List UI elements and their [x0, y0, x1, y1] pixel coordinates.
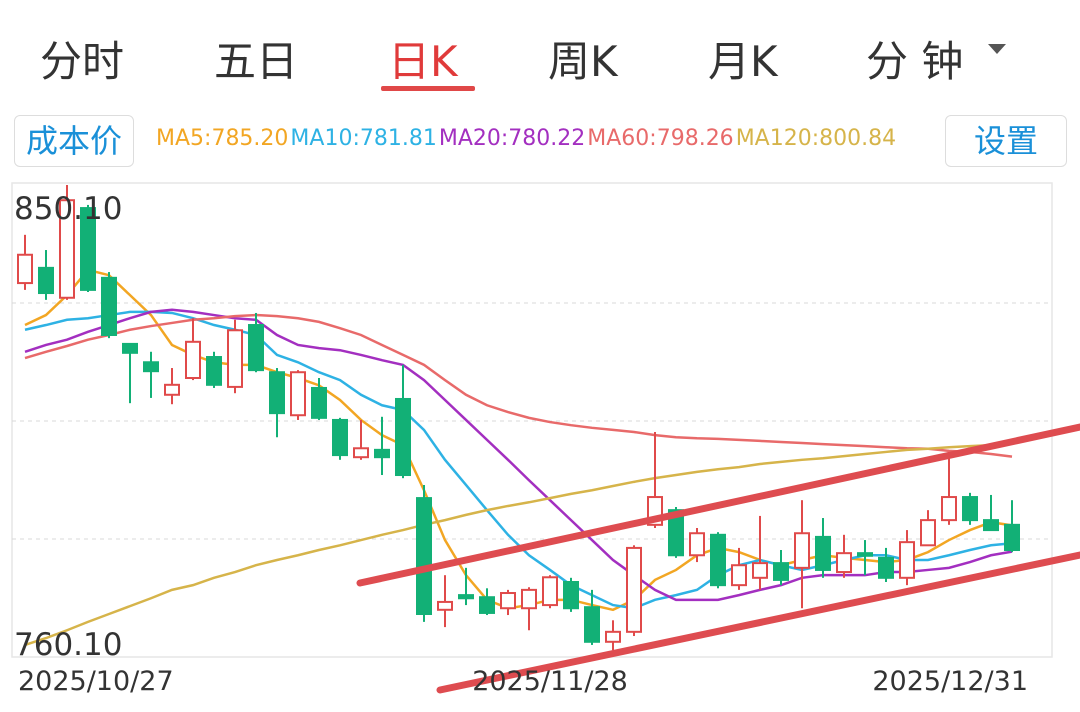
- candle-body: [836, 552, 852, 574]
- legend-entry: MA10:781.81: [290, 126, 437, 151]
- candle-body: [773, 562, 789, 581]
- tab-underline: [381, 86, 475, 91]
- settings-button[interactable]: 设置: [945, 115, 1067, 167]
- y-tick-label: 850.10: [14, 191, 122, 227]
- candle-body: [353, 447, 369, 459]
- candle-body: [983, 519, 999, 532]
- ma-line: [24, 442, 1013, 647]
- x-tick-label: 2025/10/27: [18, 666, 174, 697]
- x-tick-label: 2025/12/31: [872, 666, 1028, 697]
- candle-body: [962, 496, 978, 522]
- plot-frame: [11, 182, 1053, 658]
- candle-body: [920, 519, 936, 547]
- candle-body: [542, 576, 558, 607]
- candle-body: [332, 418, 348, 457]
- candle-body: [290, 371, 306, 417]
- candle-body: [899, 541, 915, 579]
- candle-body: [668, 509, 684, 557]
- candle-body: [857, 552, 873, 557]
- y-tick-label: 760.10: [14, 627, 122, 663]
- tab[interactable]: 月K: [708, 37, 778, 86]
- candle-body: [185, 340, 201, 379]
- tab[interactable]: 分 钟: [866, 37, 964, 86]
- candle-body: [605, 630, 621, 643]
- candle-body: [80, 207, 96, 291]
- tab-bar: 分时 五日 日K 周K 月K 分 钟: [0, 0, 1080, 100]
- legend-entry: MA60:798.26: [587, 126, 734, 151]
- tab[interactable]: 分时: [40, 37, 125, 86]
- candle-body: [521, 588, 537, 610]
- legend-entry: MA120:800.84: [735, 126, 897, 151]
- candle-body: [416, 497, 432, 615]
- candle-body: [689, 532, 705, 557]
- legend-entry: MA20:780.22: [438, 126, 586, 151]
- candle-body: [248, 324, 264, 372]
- candle-body: [164, 383, 180, 396]
- candle-body: [941, 496, 957, 522]
- candle-body: [311, 386, 327, 419]
- candle-body: [731, 564, 747, 587]
- candle-body: [17, 253, 33, 285]
- candle-body: [1004, 523, 1020, 552]
- candle-body: [479, 596, 495, 614]
- candle-body: [269, 371, 285, 415]
- candle-body: [143, 361, 159, 373]
- candle-body: [437, 600, 453, 611]
- candle-body: [101, 276, 117, 336]
- candle-body: [794, 532, 810, 569]
- candle-body: [815, 535, 831, 571]
- x-tick-label: 2025/11/28: [472, 666, 628, 697]
- candle-body: [563, 581, 579, 610]
- ma-line: [24, 308, 1013, 602]
- candle-body: [710, 533, 726, 587]
- candle-body: [59, 199, 75, 299]
- candle-body: [206, 356, 222, 386]
- candle-body: [38, 266, 54, 295]
- ma-legend: MA5:785.20MA10:781.81MA20:780.22MA60:798…: [156, 126, 898, 151]
- candle-body: [584, 606, 600, 643]
- candle-body: [500, 592, 516, 610]
- trend-line: [356, 423, 1080, 587]
- dropdown-caret[interactable]: [988, 44, 1006, 54]
- candle-body: [122, 342, 138, 354]
- ma-line: [24, 313, 1013, 458]
- tab-active[interactable]: 日K: [388, 37, 458, 86]
- candle-body: [395, 397, 411, 477]
- candle-body: [878, 556, 894, 579]
- trend-line: [436, 551, 1080, 694]
- tab[interactable]: 周K: [548, 37, 618, 86]
- ma-line: [24, 310, 1013, 610]
- candle-body: [227, 329, 243, 388]
- candle-body: [752, 562, 768, 579]
- candle-body: [374, 448, 390, 459]
- candle-body: [626, 546, 642, 633]
- candle-body: [458, 594, 474, 600]
- cost-button[interactable]: 成本价: [14, 115, 134, 167]
- ma-line: [24, 268, 1013, 612]
- legend-entry: MA5:785.20: [156, 126, 289, 151]
- tab[interactable]: 五日: [214, 37, 299, 86]
